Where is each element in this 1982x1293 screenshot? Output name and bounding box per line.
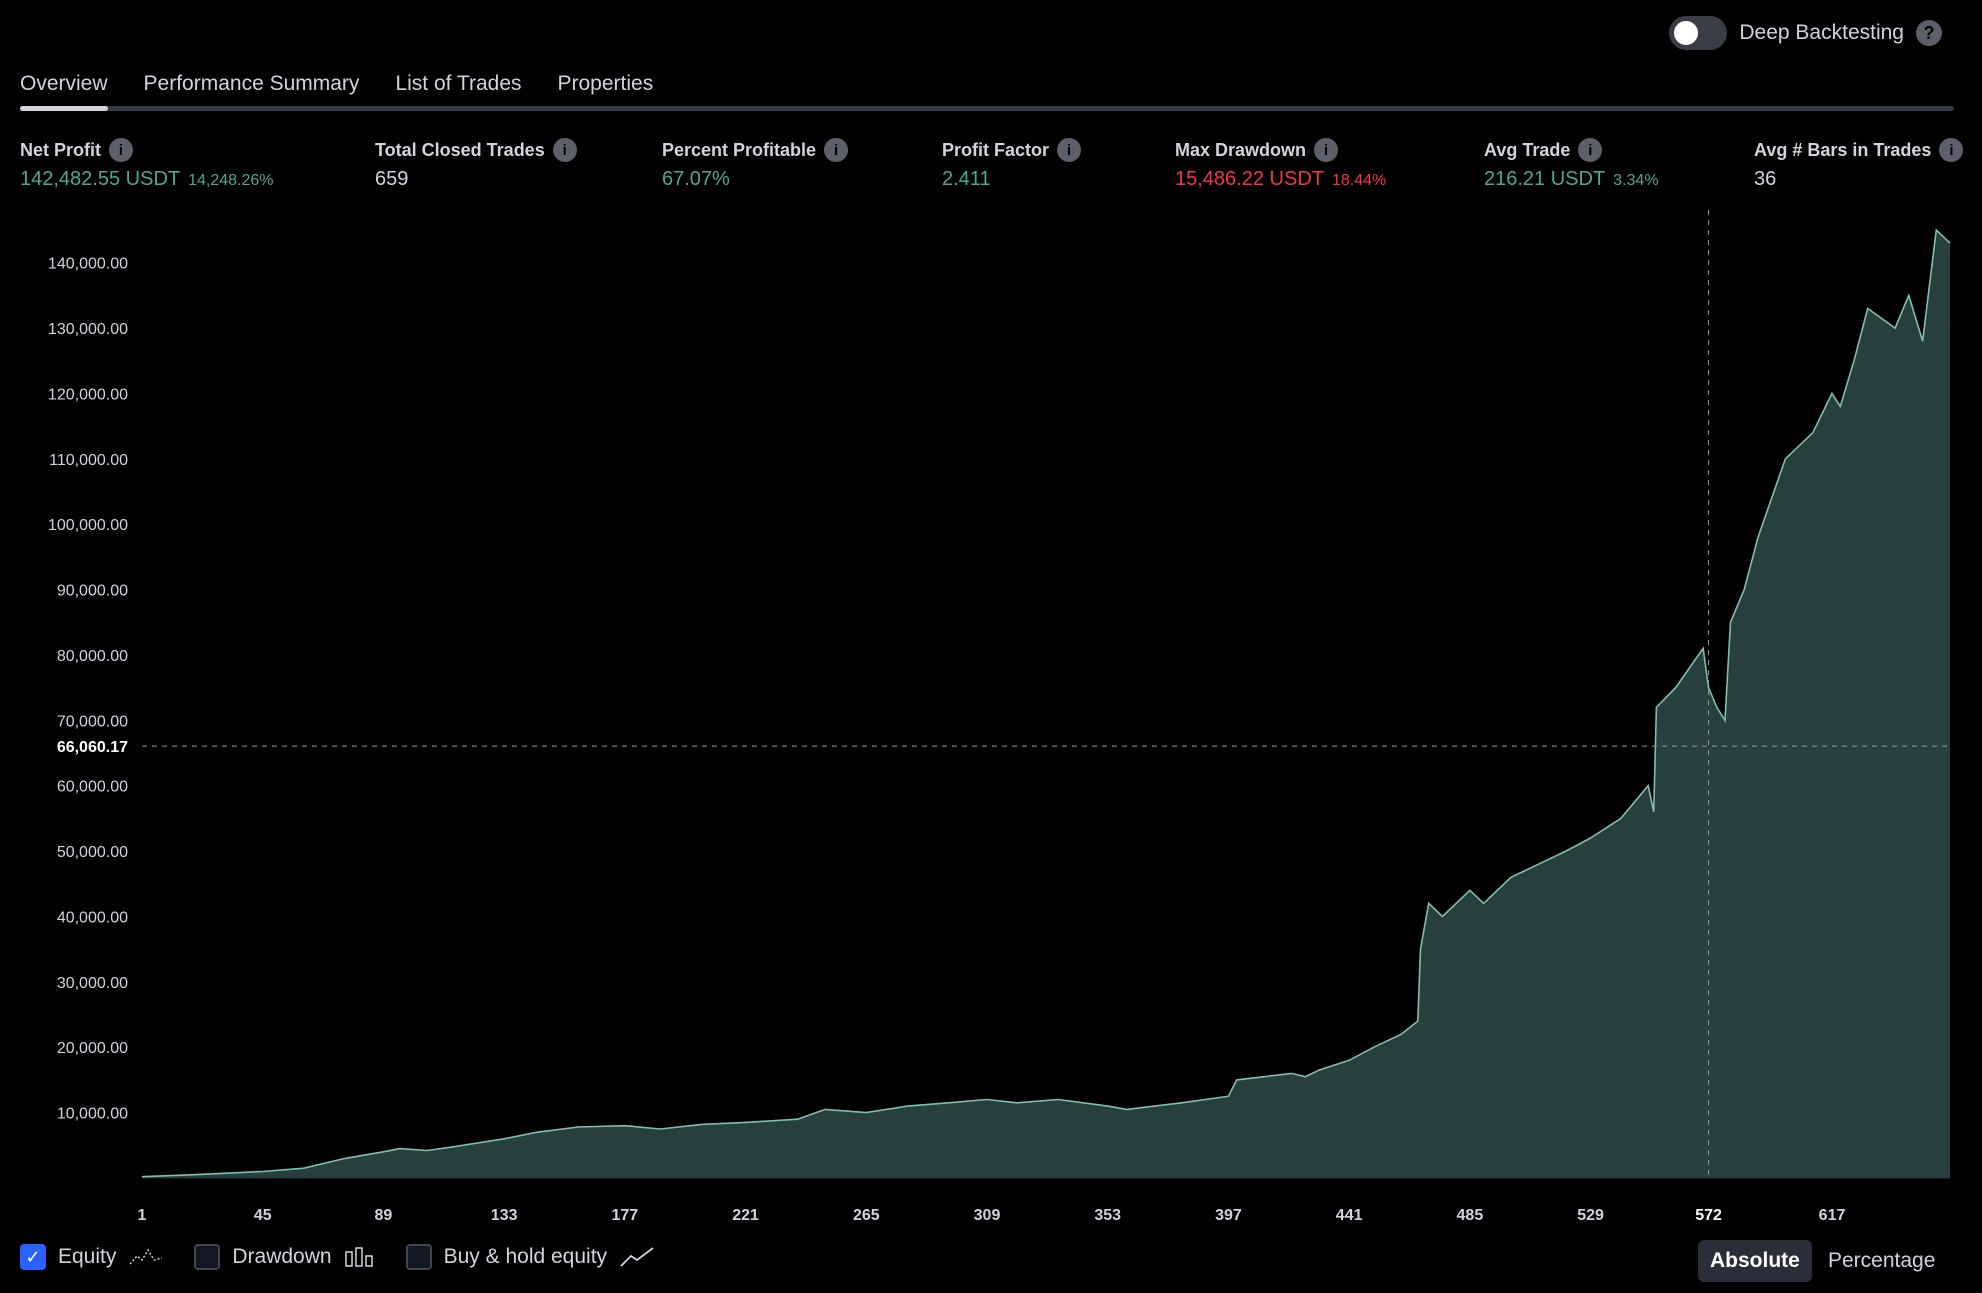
x-tick-label: 133 xyxy=(491,1207,518,1224)
crosshair-y-label: 66,060.17 xyxy=(57,739,128,756)
y-tick-label: 30,000.00 xyxy=(57,975,128,992)
legend-buy-hold[interactable]: Buy & hold equity xyxy=(405,1244,655,1270)
y-tick-label: 120,000.00 xyxy=(48,386,128,403)
info-icon[interactable]: i xyxy=(824,138,849,162)
x-tick-label: 45 xyxy=(254,1207,272,1224)
equity-line-icon xyxy=(129,1248,163,1265)
stat-label: Max Drawdown xyxy=(1175,139,1307,160)
info-icon[interactable]: i xyxy=(1057,138,1082,162)
tab-performance-summary[interactable]: Performance Summary xyxy=(143,72,360,95)
legend-drawdown[interactable]: Drawdown xyxy=(194,1244,375,1270)
equity-line xyxy=(141,228,1951,1178)
info-icon[interactable]: i xyxy=(1314,138,1339,162)
absolute-button[interactable]: Absolute xyxy=(1698,1240,1812,1282)
y-tick-label: 90,000.00 xyxy=(57,583,128,600)
y-tick-label: 70,000.00 xyxy=(57,713,128,730)
buy-hold-checkbox[interactable] xyxy=(405,1244,432,1270)
stat-subvalue: 14,248.26% xyxy=(188,172,274,189)
equity-chart[interactable]: 10,000.00 20,000.00 30,000.00 40,000.00 50,0… xyxy=(0,200,1982,1230)
x-tick-label: 309 xyxy=(974,1207,1001,1224)
stat-avg-bars: Avg # Bars in Trades i 36 xyxy=(1754,138,1964,191)
stat-label: Percent Profitable xyxy=(662,139,817,160)
tab-properties[interactable]: Properties xyxy=(557,72,654,95)
stat-value: 36 xyxy=(1754,168,1777,190)
x-axis: 1 45 89 133 177 221 265 309 353 397 441 485 529 572 61… xyxy=(138,1207,1846,1224)
y-tick-label: 20,000.00 xyxy=(57,1040,128,1057)
info-icon[interactable]: i xyxy=(552,138,577,162)
x-tick-label: 572 xyxy=(1695,1207,1722,1224)
percentage-button[interactable]: Percentage xyxy=(1828,1249,1936,1272)
stat-value: 67.07% xyxy=(662,168,730,190)
stat-net-profit: Net Profit i 142,482.55 USDT 14,248.26% xyxy=(20,138,274,191)
info-icon[interactable]: i xyxy=(1939,138,1964,162)
tab-underline-track xyxy=(20,106,1954,111)
stat-value: 15,486.22 USDT xyxy=(1175,168,1324,190)
drawdown-checkbox[interactable] xyxy=(194,1244,221,1270)
y-tick-label: 40,000.00 xyxy=(57,909,128,926)
help-icon[interactable]: ? xyxy=(1916,20,1942,46)
stat-value: 142,482.55 USDT xyxy=(20,168,181,190)
deep-backtesting-toggle[interactable] xyxy=(1669,16,1728,50)
info-icon[interactable]: i xyxy=(109,138,133,162)
tab-overview[interactable]: Overview xyxy=(20,72,108,95)
stat-max-drawdown: Max Drawdown i 15,486.22 USDT 18.44% xyxy=(1175,138,1386,191)
x-tick-label: 353 xyxy=(1094,1207,1121,1224)
stat-label: Profit Factor xyxy=(942,139,1050,160)
y-tick-label: 60,000.00 xyxy=(57,779,128,796)
x-tick-label: 1 xyxy=(138,1207,147,1224)
crosshair: 66,060.17 xyxy=(57,210,1950,1178)
stat-percent-profitable: Percent Profitable i 67.07% xyxy=(662,138,849,191)
stat-value: 216.21 USDT xyxy=(1484,168,1606,190)
stat-subvalue: 18.44% xyxy=(1331,172,1387,189)
stat-value: 2.411 xyxy=(942,168,991,190)
x-tick-label: 177 xyxy=(612,1207,639,1224)
deep-backtesting-label: Deep Backtesting xyxy=(1739,21,1904,44)
tab-active-indicator xyxy=(20,106,108,111)
y-tick-label: 80,000.00 xyxy=(57,648,128,665)
x-tick-label: 529 xyxy=(1577,1207,1604,1224)
x-tick-label: 617 xyxy=(1819,1207,1846,1224)
legend-equity[interactable]: ✓ Equity xyxy=(20,1244,164,1270)
legend-label: Buy & hold equity xyxy=(443,1245,608,1268)
info-icon[interactable]: i xyxy=(1578,138,1603,162)
stat-profit-factor: Profit Factor i 2.411 xyxy=(942,138,1082,191)
drawdown-bars-icon xyxy=(344,1247,373,1267)
y-tick-label: 110,000.00 xyxy=(49,452,128,469)
y-tick-label: 130,000.00 xyxy=(48,321,128,338)
tab-list-of-trades[interactable]: List of Trades xyxy=(395,72,522,95)
stat-subvalue: 3.34% xyxy=(1613,172,1659,189)
legend-label: Equity xyxy=(58,1245,117,1268)
stat-value: 659 xyxy=(375,168,409,190)
x-tick-label: 441 xyxy=(1336,1207,1363,1224)
stat-label: Avg # Bars in Trades xyxy=(1754,139,1932,160)
stat-avg-trade: Avg Trade i 216.21 USDT 3.34% xyxy=(1484,138,1659,191)
equity-checkbox[interactable]: ✓ xyxy=(20,1244,46,1270)
legend-label: Drawdown xyxy=(232,1245,332,1268)
tab-bar: Overview Performance Summary List of Tra… xyxy=(20,72,653,108)
y-tick-label: 100,000.00 xyxy=(48,517,128,534)
deep-backtesting-control: Deep Backtesting ? xyxy=(1669,16,1942,50)
x-tick-label: 397 xyxy=(1215,1207,1242,1224)
stat-label: Total Closed Trades xyxy=(375,139,545,160)
x-tick-label: 265 xyxy=(853,1207,880,1224)
plot-area xyxy=(141,228,1951,1179)
equity-area xyxy=(142,230,1950,1178)
y-axis: 10,000.00 20,000.00 30,000.00 40,000.00 50,0… xyxy=(48,256,128,1123)
y-tick-label: 50,000.00 xyxy=(57,844,128,861)
stat-label: Net Profit xyxy=(20,139,101,160)
y-tick-label: 140,000.00 xyxy=(48,256,128,273)
chart-legend: ✓ Equity Drawdown Buy & hold equity xyxy=(20,1244,655,1270)
x-tick-label: 485 xyxy=(1457,1207,1484,1224)
x-tick-label: 89 xyxy=(375,1207,393,1224)
buy-hold-line-icon xyxy=(620,1247,654,1267)
stat-total-closed-trades: Total Closed Trades i 659 xyxy=(375,138,577,191)
x-tick-label: 221 xyxy=(732,1207,759,1224)
stat-label: Avg Trade xyxy=(1484,139,1571,160)
y-tick-label: 10,000.00 xyxy=(57,1106,128,1123)
